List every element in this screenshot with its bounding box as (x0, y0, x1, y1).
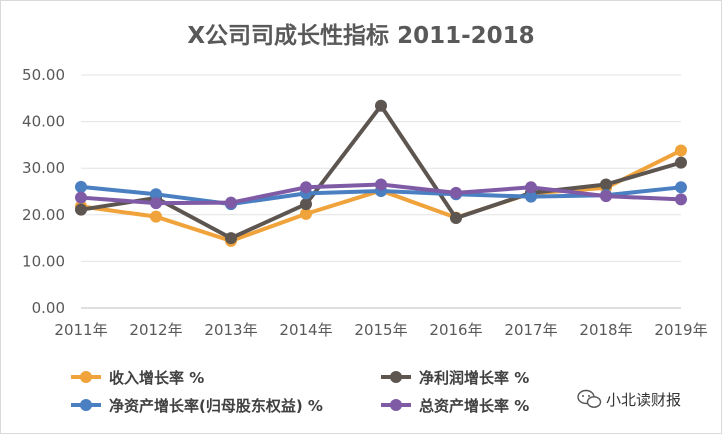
data-point (150, 188, 162, 201)
y-tick-label: 40.00 (22, 113, 65, 131)
watermark: 小北读财报 (577, 389, 681, 409)
grid-layer (81, 74, 681, 309)
chart-title: X公司司成长性指标 2011-2018 (187, 23, 534, 49)
data-point (225, 232, 237, 245)
data-point (375, 99, 387, 112)
data-point (150, 210, 162, 223)
data-point (675, 193, 687, 206)
y-tick-label: 10.00 (22, 252, 65, 270)
legend-swatch-marker (80, 371, 92, 383)
data-point (300, 198, 312, 211)
legend-label: 净资产增长率(归母股东权益) % (109, 397, 323, 415)
x-tick-label: 2014年 (279, 321, 332, 339)
x-tick-label: 2019年 (654, 321, 707, 339)
series-line (79, 103, 683, 241)
legend-item: 收入增长率 % (71, 369, 204, 387)
data-point (75, 203, 87, 216)
data-point (600, 178, 612, 191)
legend-item: 净利润增长率 % (381, 369, 529, 387)
axis-layer: 0.00 10.00 20.00 30.00 40.00 50.00 2011年 2012年 2… (22, 66, 708, 339)
data-point (75, 191, 87, 204)
x-tick-label: 2013年 (204, 321, 257, 339)
y-tick-label: 20.00 (22, 206, 65, 224)
legend-label: 总资产增长率 % (419, 397, 529, 415)
data-point (675, 156, 687, 169)
data-point (225, 196, 237, 209)
watermark-text: 小北读财报 (606, 391, 681, 409)
wechat-icon (577, 389, 602, 408)
data-point (675, 181, 687, 194)
legend-label: 收入增长率 % (109, 369, 204, 387)
legend-item: 净资产增长率(归母股东权益) % (71, 397, 323, 415)
legend-item: 总资产增长率 % (381, 397, 529, 415)
legend: 收入增长率 % 净利润增长率 % 净资产增长率(归母股东权益) % 总资产增长率 % (71, 369, 529, 415)
data-point (675, 144, 687, 157)
legend-swatch-marker (390, 371, 402, 383)
data-point (525, 181, 537, 194)
data-point (450, 212, 462, 225)
data-point (300, 207, 312, 220)
legend-label: 净利润增长率 % (419, 369, 529, 387)
data-point (75, 180, 87, 193)
data-point (450, 186, 462, 199)
x-tick-label: 2016年 (429, 321, 482, 339)
data-point (525, 190, 537, 203)
x-tick-label: 2015年 (354, 321, 407, 339)
x-tick-label: 2011年 (54, 321, 107, 339)
x-tick-label: 2017年 (504, 321, 557, 339)
legend-swatch-marker (390, 399, 402, 411)
legend-swatch-marker (80, 399, 92, 411)
y-tick-label: 30.00 (22, 159, 65, 177)
series-4 (75, 178, 687, 210)
y-tick-label: 0.00 (32, 299, 65, 317)
x-tick-label: 2018年 (579, 321, 632, 339)
data-point (375, 178, 387, 191)
x-tick-label: 2012年 (129, 321, 182, 339)
data-point (600, 190, 612, 203)
series-layer (75, 99, 687, 247)
y-tick-label: 50.00 (22, 66, 65, 84)
data-point (300, 181, 312, 194)
data-point (150, 197, 162, 210)
